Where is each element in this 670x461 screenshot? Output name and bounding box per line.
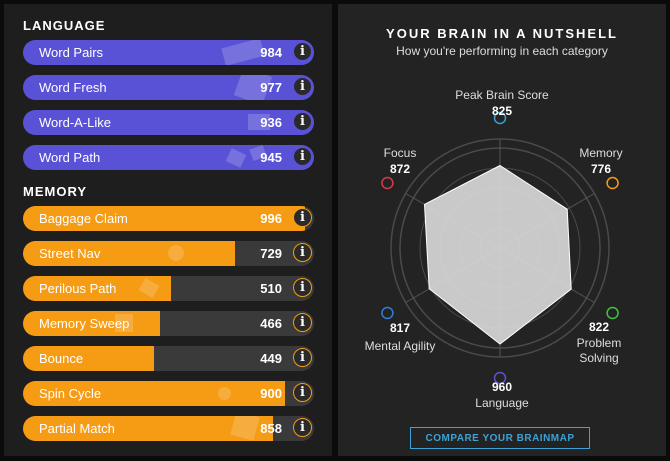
game-row-word-a-like[interactable]: Word-A-Like 936 i — [23, 110, 314, 135]
game-name: Word Path — [39, 150, 101, 165]
compare-brainmap-button[interactable]: COMPARE YOUR BRAINMAP — [410, 427, 590, 449]
game-name: Perilous Path — [39, 281, 117, 296]
radar-axis-marker — [381, 306, 394, 320]
radar-axis-marker — [381, 176, 394, 190]
game-score: 510 — [260, 281, 282, 296]
game-row-perilous-path[interactable]: Perilous Path 510 i — [23, 276, 314, 301]
brain-summary-panel: YOUR BRAIN IN A NUTSHELL How you're perf… — [338, 4, 666, 456]
game-score: 900 — [260, 386, 282, 401]
radar-axis-value: 822 — [588, 320, 610, 334]
info-icon[interactable]: i — [293, 42, 312, 61]
info-icon[interactable]: i — [293, 383, 312, 402]
info-icon[interactable]: i — [293, 243, 312, 262]
radar-axis-value: 872 — [389, 162, 411, 176]
game-name: Street Nav — [39, 246, 101, 261]
game-name: Bounce — [39, 351, 84, 366]
game-row-partial-match[interactable]: Partial Match 858 i — [23, 416, 314, 441]
game-score: 466 — [260, 316, 282, 331]
game-row-bounce[interactable]: Bounce 449 i — [23, 346, 314, 371]
radar-axis-label: Focus — [383, 146, 417, 160]
game-score: 945 — [260, 150, 282, 165]
game-name: Memory Sweep — [39, 316, 130, 331]
game-row-word-pairs[interactable]: Word Pairs 984 i — [23, 40, 314, 65]
game-score: 996 — [260, 211, 282, 226]
game-row-word-fresh[interactable]: Word Fresh 977 i — [23, 75, 314, 100]
game-name: Word-A-Like — [39, 115, 112, 130]
radar-axis-value: 817 — [389, 321, 411, 335]
game-name: Baggage Claim — [39, 211, 128, 226]
game-score: 977 — [260, 80, 282, 95]
game-score: 449 — [260, 351, 282, 366]
game-score: 984 — [260, 45, 282, 60]
radar-axis-label: Memory — [579, 146, 623, 160]
info-icon[interactable]: i — [293, 112, 312, 131]
game-name: Spin Cycle — [39, 386, 102, 401]
brain-radar-chart — [381, 111, 619, 385]
game-row-word-path[interactable]: Word Path 945 i — [23, 145, 314, 170]
game-name: Word Fresh — [39, 80, 107, 95]
radar-axis-label: Language — [475, 396, 529, 410]
game-score: 936 — [260, 115, 282, 130]
game-row-memory-sweep[interactable]: Memory Sweep 466 i — [23, 311, 314, 336]
summary-subtitle: How you're performing in each category — [396, 44, 608, 58]
radar-axis-marker — [493, 371, 507, 385]
info-icon[interactable]: i — [293, 418, 312, 437]
radar-axis-label: Peak Brain Score — [455, 88, 549, 102]
game-row-spin-cycle[interactable]: Spin Cycle 900 i — [23, 381, 314, 406]
summary-title: YOUR BRAIN IN A NUTSHELL — [386, 26, 618, 41]
info-icon[interactable]: i — [293, 208, 312, 227]
game-name: Word Pairs — [39, 45, 104, 60]
game-score: 858 — [260, 421, 282, 436]
radar-axis-value: 960 — [491, 380, 513, 394]
game-name: Partial Match — [39, 421, 115, 436]
info-icon[interactable]: i — [293, 278, 312, 297]
radar-axis-marker — [606, 306, 619, 320]
info-icon[interactable]: i — [293, 77, 312, 96]
game-score: 729 — [260, 246, 282, 261]
radar-axis-label: Problem Solving — [576, 336, 622, 365]
info-icon[interactable]: i — [293, 313, 312, 332]
game-row-street-nav[interactable]: Street Nav 729 i — [23, 241, 314, 266]
radar-axis-value: 776 — [590, 162, 612, 176]
radar-axis-value: 825 — [491, 104, 513, 118]
radar-axis-marker — [606, 176, 619, 190]
language-heading: LANGUAGE — [23, 18, 106, 33]
radar-score-shape — [423, 164, 572, 345]
memory-heading: MEMORY — [23, 184, 88, 199]
info-icon[interactable]: i — [293, 348, 312, 367]
radar-axis-label: Mental Agility — [364, 339, 436, 353]
radar-axis-marker — [493, 111, 507, 125]
game-row-baggage-claim[interactable]: Baggage Claim 996 i — [23, 206, 314, 231]
category-scores-panel: LANGUAGE Word Pairs 984 i Word Fresh 977… — [4, 4, 332, 456]
info-icon[interactable]: i — [293, 147, 312, 166]
